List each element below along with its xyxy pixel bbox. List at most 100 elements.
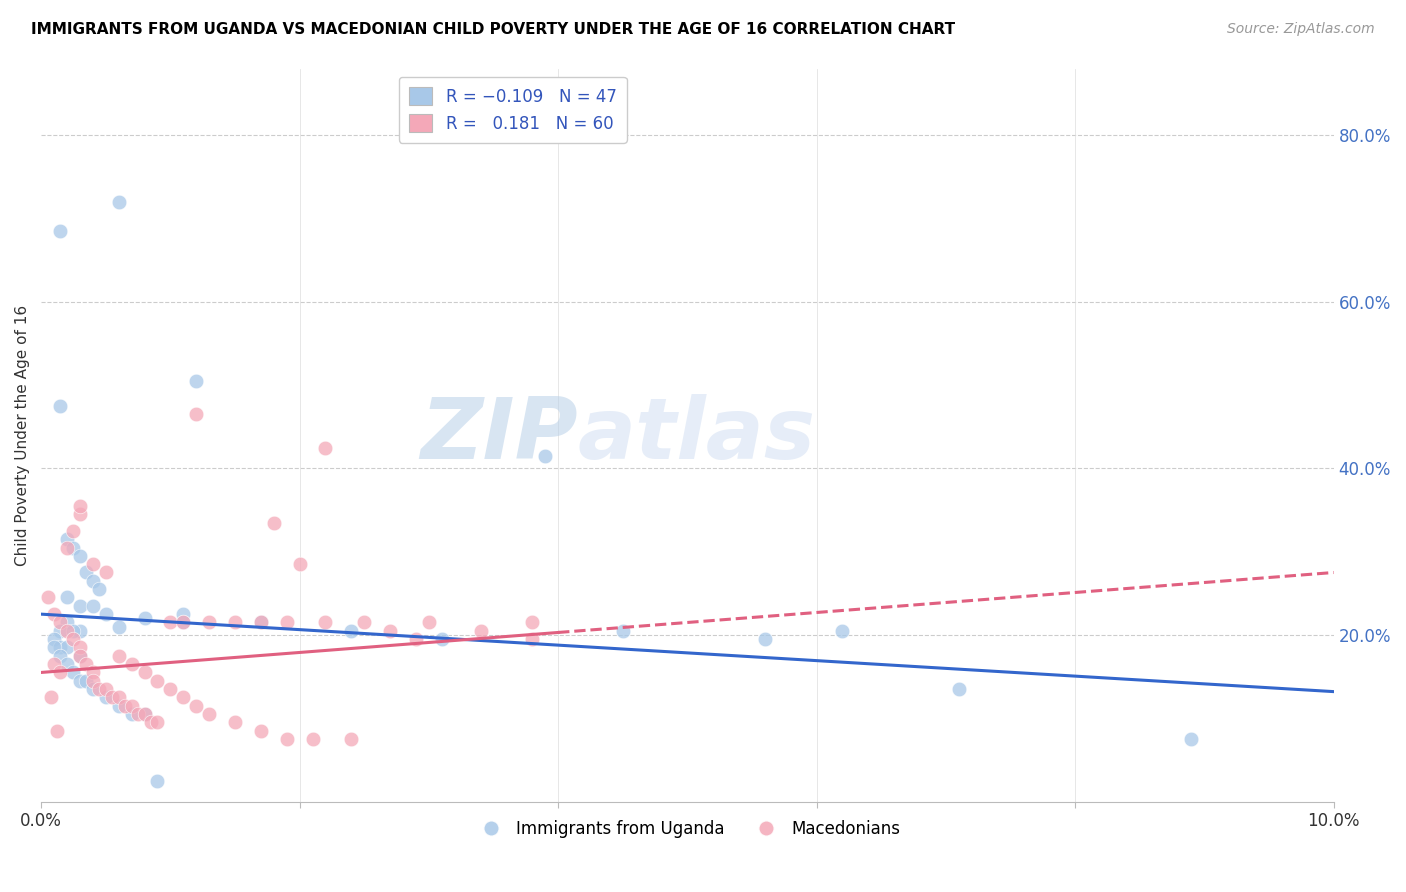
Point: [107, 194, 129, 209]
Legend: Immigrants from Uganda, Macedonians: Immigrants from Uganda, Macedonians: [468, 814, 907, 845]
Point: [353, 615, 375, 630]
Point: [250, 615, 273, 630]
Point: [89, 582, 111, 596]
Point: [172, 690, 194, 705]
Point: [75, 673, 97, 688]
Point: [186, 374, 208, 388]
Point: [56, 591, 79, 605]
Point: [82, 673, 104, 688]
Point: [250, 723, 273, 738]
Point: [121, 698, 143, 713]
Point: [127, 707, 149, 722]
Point: [75, 657, 97, 672]
Point: [94, 682, 117, 697]
Point: [62, 541, 84, 555]
Point: [49, 399, 72, 413]
Point: [82, 682, 104, 697]
Point: [186, 698, 208, 713]
Point: [42, 657, 65, 672]
Point: [107, 698, 129, 713]
Point: [94, 607, 117, 622]
Point: [224, 615, 246, 630]
Point: [134, 707, 156, 722]
Text: ZIP: ZIP: [420, 393, 578, 476]
Point: [172, 607, 194, 622]
Point: [62, 665, 84, 680]
Point: [82, 557, 104, 571]
Point: [340, 732, 363, 747]
Text: Source: ZipAtlas.com: Source: ZipAtlas.com: [1227, 22, 1375, 37]
Point: [146, 773, 169, 788]
Point: [82, 599, 104, 613]
Point: [45, 723, 67, 738]
Point: [69, 648, 91, 663]
Point: [378, 624, 401, 638]
Point: [49, 624, 72, 638]
Point: [82, 665, 104, 680]
Point: [69, 648, 91, 663]
Point: [172, 615, 194, 630]
Point: [114, 698, 136, 713]
Point: [948, 682, 970, 697]
Point: [405, 632, 427, 647]
Point: [134, 707, 156, 722]
Point: [522, 615, 544, 630]
Point: [49, 615, 72, 630]
Point: [250, 615, 273, 630]
Point: [69, 640, 91, 655]
Point: [42, 640, 65, 655]
Point: [276, 732, 298, 747]
Point: [134, 665, 156, 680]
Point: [314, 441, 336, 455]
Point: [82, 574, 104, 588]
Point: [224, 715, 246, 730]
Point: [198, 707, 221, 722]
Point: [146, 673, 169, 688]
Point: [49, 648, 72, 663]
Point: [314, 615, 336, 630]
Point: [69, 624, 91, 638]
Point: [198, 615, 221, 630]
Point: [107, 690, 129, 705]
Point: [56, 624, 79, 638]
Point: [107, 648, 129, 663]
Point: [1180, 732, 1202, 747]
Point: [172, 615, 194, 630]
Point: [612, 624, 634, 638]
Point: [62, 624, 84, 638]
Point: [49, 640, 72, 655]
Point: [101, 690, 124, 705]
Point: [263, 516, 285, 530]
Point: [139, 715, 162, 730]
Point: [831, 624, 853, 638]
Point: [49, 224, 72, 238]
Text: atlas: atlas: [578, 393, 815, 476]
Point: [69, 499, 91, 513]
Point: [276, 615, 298, 630]
Point: [49, 665, 72, 680]
Point: [69, 673, 91, 688]
Point: [56, 640, 79, 655]
Point: [534, 449, 557, 463]
Point: [37, 591, 59, 605]
Point: [522, 632, 544, 647]
Point: [288, 557, 311, 571]
Point: [69, 549, 91, 563]
Point: [69, 507, 91, 521]
Point: [62, 632, 84, 647]
Point: [430, 632, 453, 647]
Point: [159, 615, 181, 630]
Point: [69, 599, 91, 613]
Point: [89, 682, 111, 697]
Point: [301, 732, 323, 747]
Point: [121, 657, 143, 672]
Point: [56, 541, 79, 555]
Point: [41, 690, 63, 705]
Point: [42, 632, 65, 647]
Point: [340, 624, 363, 638]
Point: [121, 707, 143, 722]
Point: [186, 407, 208, 421]
Point: [107, 620, 129, 634]
Point: [62, 524, 84, 538]
Point: [146, 715, 169, 730]
